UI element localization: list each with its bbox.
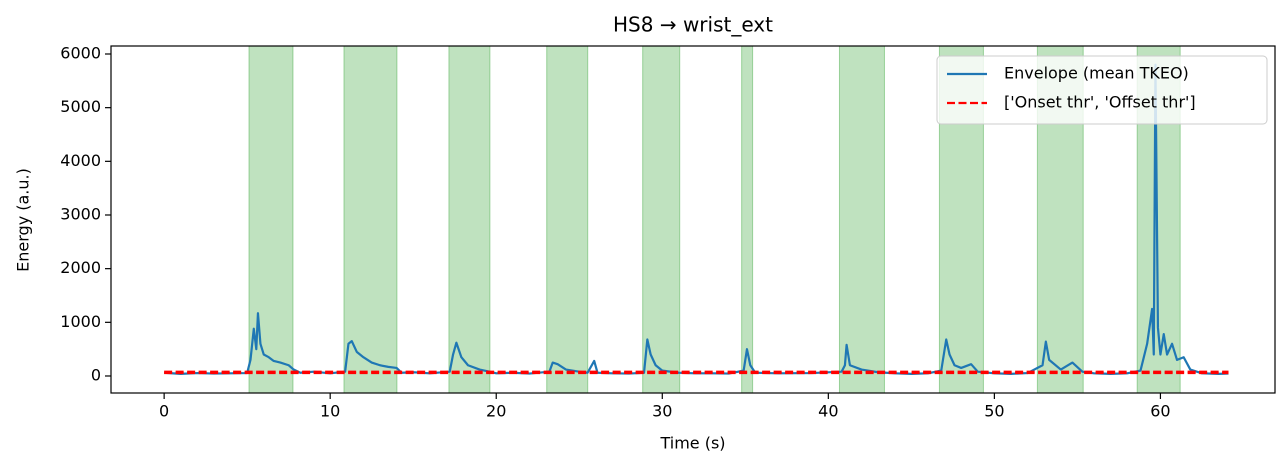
legend-box (936, 55, 1268, 125)
activity-span (838, 46, 885, 393)
y-tick-label: 1000 (60, 312, 101, 331)
activity-span (741, 46, 754, 393)
x-tick-label: 0 (159, 402, 169, 421)
y-tick-label: 6000 (60, 43, 101, 62)
y-tick-label: 0 (91, 365, 101, 384)
y-tick-label: 5000 (60, 97, 101, 116)
activity-span (642, 46, 681, 393)
legend-label: ['Onset thr', 'Offset thr'] (1004, 93, 1196, 112)
legend-label: Envelope (mean TKEO) (1004, 64, 1189, 83)
y-tick-label: 4000 (60, 151, 101, 170)
x-tick-label: 50 (984, 402, 1004, 421)
activity-span (343, 46, 398, 393)
x-tick-label: 20 (486, 402, 506, 421)
y-tick-label: 2000 (60, 258, 101, 277)
y-axis-label: Energy (a.u.) (14, 168, 33, 272)
chart-title: HS8 → wrist_ext (613, 13, 773, 37)
activity-span (546, 46, 589, 393)
x-axis-label: Time (s) (659, 434, 725, 453)
x-tick-label: 10 (320, 402, 340, 421)
axes-frame (110, 45, 1276, 394)
x-tick-label: 40 (818, 402, 838, 421)
activity-span (448, 46, 491, 393)
y-tick-label: 3000 (60, 204, 101, 223)
x-tick-label: 30 (652, 402, 672, 421)
x-tick-label: 60 (1150, 402, 1170, 421)
